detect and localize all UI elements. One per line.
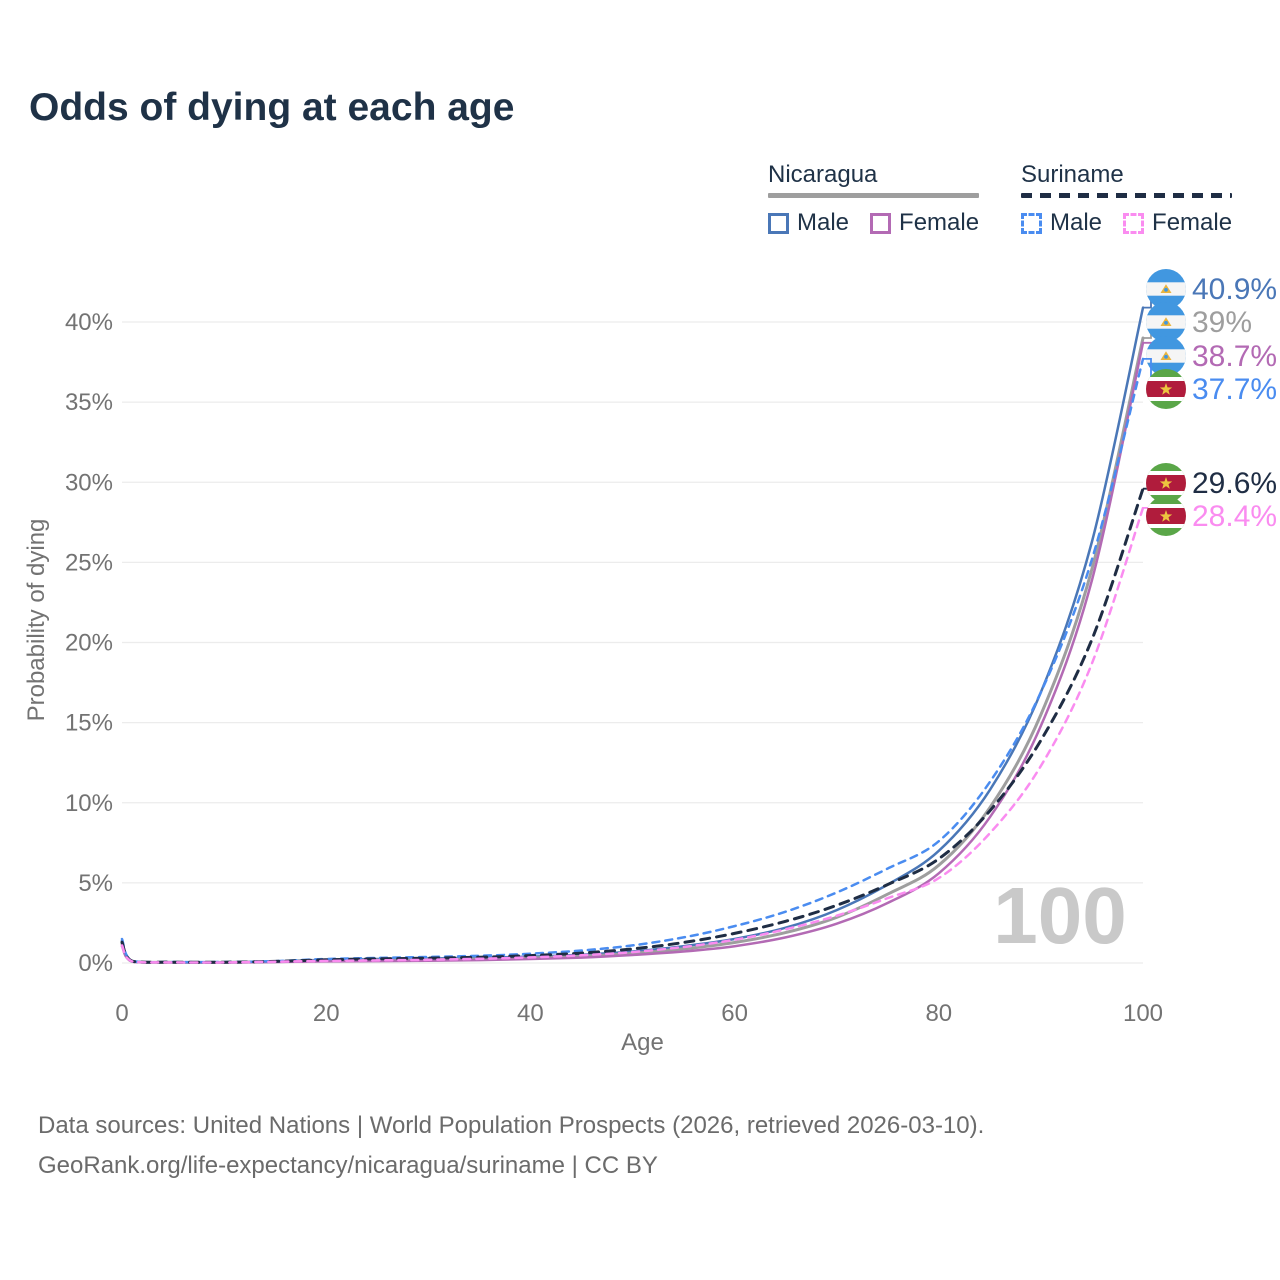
- y-tick-label: 10%: [65, 790, 113, 817]
- legend-country-suriname[interactable]: Suriname: [1021, 161, 1124, 188]
- flag-suriname-icon: [1146, 496, 1186, 536]
- legend-item-nicaragua-female[interactable]: Female: [870, 209, 979, 237]
- legend-group-suriname: Suriname Male Female: [1021, 161, 1233, 237]
- legend-item-suriname-male[interactable]: Male: [1021, 209, 1102, 237]
- x-tick-label: 100: [1123, 1000, 1163, 1027]
- nicaragua-female-swatch-icon: [870, 212, 892, 234]
- series-end-label: 29.6%: [1192, 467, 1277, 500]
- y-tick-label: 20%: [65, 630, 113, 657]
- flag-suriname-icon: [1146, 369, 1186, 409]
- legend: Nicaragua Male Female Suriname: [0, 161, 1280, 251]
- series-line-suriname-female: [120, 506, 1145, 964]
- flag-nicaragua-icon: [1146, 336, 1186, 376]
- series-line-nicaragua-female: [120, 341, 1145, 964]
- x-tick-label: 0: [115, 1000, 128, 1027]
- y-tick-label: 15%: [65, 710, 113, 737]
- suriname-female-swatch-icon: [1123, 212, 1145, 234]
- legend-item-nicaragua-male[interactable]: Male: [768, 209, 849, 237]
- y-tick-label: 5%: [78, 870, 113, 897]
- series-line-suriname-both: [120, 487, 1145, 964]
- y-tick-label: 35%: [65, 389, 113, 416]
- series-line-suriname-male: [120, 357, 1145, 964]
- suriname-male-swatch-icon: [1021, 212, 1042, 234]
- legend-underline-suriname-both: [1021, 193, 1233, 198]
- page-title: Odds of dying at each age: [29, 86, 515, 129]
- series-end-label: 39%: [1192, 306, 1252, 339]
- legend-country-nicaragua[interactable]: Nicaragua: [768, 161, 878, 188]
- legend-item-label: Male: [1050, 209, 1103, 236]
- series-end-label: 28.4%: [1192, 500, 1277, 533]
- series-end-label: 37.7%: [1192, 373, 1277, 406]
- x-axis-title: Age: [621, 1029, 664, 1056]
- legend-group-nicaragua: Nicaragua Male Female: [768, 161, 980, 237]
- y-tick-label: 30%: [65, 469, 113, 496]
- legend-item-label: Female: [899, 209, 980, 236]
- series-line-nicaragua-both: [120, 336, 1145, 964]
- x-tick-label: 20: [313, 1000, 340, 1027]
- y-tick-label: 25%: [65, 549, 113, 576]
- y-axis-title: Probability of dying: [23, 519, 50, 722]
- series-end-label: 38.7%: [1192, 340, 1277, 373]
- legend-underline-nicaragua-both: [768, 193, 980, 198]
- y-tick-label: 40%: [65, 309, 113, 336]
- series-end-label: 40.9%: [1192, 273, 1277, 306]
- attribution-text: GeoRank.org/life-expectancy/nicaragua/su…: [38, 1152, 658, 1179]
- legend-item-suriname-female[interactable]: Female: [1123, 209, 1232, 237]
- x-tick-label: 80: [925, 1000, 952, 1027]
- legend-item-label: Female: [1152, 209, 1233, 236]
- y-tick-label: 0%: [78, 950, 113, 977]
- x-tick-label: 60: [721, 1000, 748, 1027]
- footer: Data sources: United Nations | World Pop…: [38, 1106, 984, 1186]
- data-sources-text: Data sources: United Nations | World Pop…: [38, 1112, 985, 1139]
- flag-nicaragua-icon: [1146, 302, 1186, 342]
- nicaragua-male-swatch-icon: [768, 212, 789, 234]
- watermark-age-100: 100: [993, 871, 1126, 960]
- x-tick-label: 40: [517, 1000, 544, 1027]
- legend-item-label: Male: [797, 209, 850, 236]
- series-line-nicaragua-male: [120, 306, 1145, 964]
